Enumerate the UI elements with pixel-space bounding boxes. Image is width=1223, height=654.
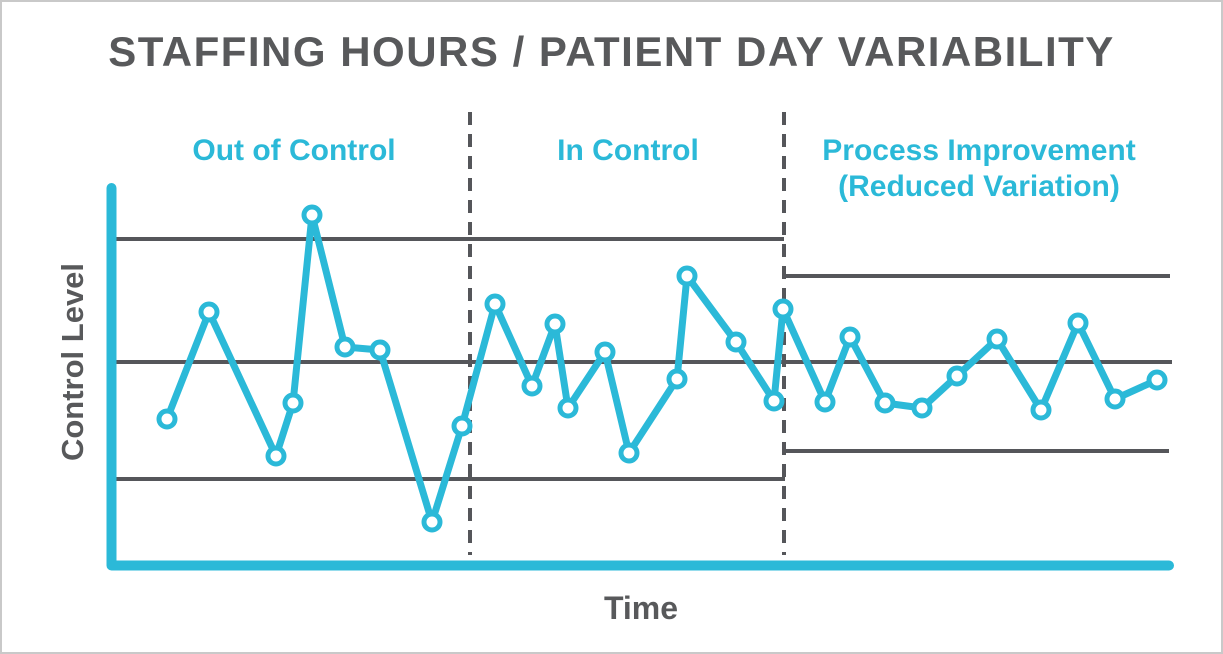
data-point-marker-22 xyxy=(839,326,861,348)
data-point-marker-4 xyxy=(282,392,304,414)
data-point-marker-6 xyxy=(334,336,356,358)
data-point-marker-9 xyxy=(451,415,473,437)
data-point-marker-26 xyxy=(986,328,1008,350)
data-point-marker-19 xyxy=(763,390,785,412)
data-point-marker-24 xyxy=(911,397,933,419)
data-point-marker-25 xyxy=(946,365,968,387)
x-axis-label: Time xyxy=(603,590,679,626)
data-point-marker-18 xyxy=(725,331,747,353)
section-label-out-of-control: Out of Control xyxy=(192,133,395,169)
data-point-marker-8 xyxy=(421,511,443,533)
data-point-marker-1 xyxy=(156,408,178,430)
data-point-marker-5 xyxy=(301,204,323,226)
data-point-marker-21 xyxy=(814,391,836,413)
data-point-marker-15 xyxy=(618,442,640,464)
data-point-marker-20 xyxy=(772,298,794,320)
data-point-marker-11 xyxy=(521,375,543,397)
data-point-marker-30 xyxy=(1146,369,1168,391)
data-point-marker-10 xyxy=(484,293,506,315)
data-series-line xyxy=(163,211,1161,526)
section-label-text: In Control xyxy=(557,134,699,167)
data-point-marker-29 xyxy=(1104,388,1126,410)
data-point-marker-12 xyxy=(544,313,566,335)
data-point-marker-14 xyxy=(594,341,616,363)
section-label-text-line2: (Reduced Variation) xyxy=(838,170,1120,203)
data-point-marker-23 xyxy=(874,392,896,414)
section-label-in-control: In Control xyxy=(557,133,699,169)
data-point-marker-27 xyxy=(1030,399,1052,421)
chart-title: STAFFING HOURS / PATIENT DAY VARIABILITY xyxy=(108,28,1115,75)
section-label-text: Out of Control xyxy=(192,134,396,167)
data-point-marker-28 xyxy=(1067,312,1089,334)
section-label-process-improvement: Process Improvement (Reduced Variation) xyxy=(822,133,1135,205)
data-point-marker-7 xyxy=(369,339,391,361)
data-point-marker-2 xyxy=(198,301,220,323)
axis-lines xyxy=(106,183,1174,571)
data-point-marker-3 xyxy=(265,445,287,467)
data-point-marker-17 xyxy=(676,265,698,287)
data-point-marker-16 xyxy=(666,368,688,390)
section-label-text-line1: Process Improvement xyxy=(822,134,1136,167)
data-point-marker-13 xyxy=(557,397,579,419)
